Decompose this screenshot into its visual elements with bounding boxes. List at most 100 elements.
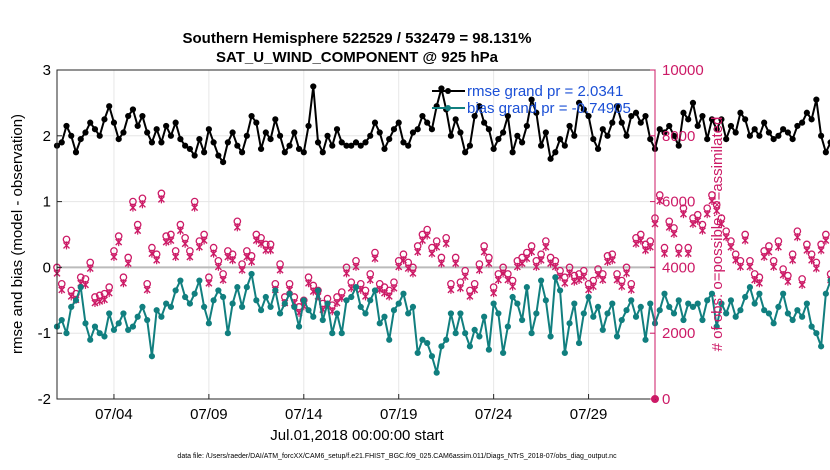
rmse-point-144 <box>737 109 744 116</box>
obs-assimilated-point-161 <box>817 246 825 255</box>
bias-point-142 <box>727 297 735 304</box>
x-axis-label: Jul.01,2018 00:00:00 start <box>270 427 444 444</box>
rmse-point-47 <box>276 132 284 139</box>
obs-assimilated-point-96 <box>509 282 517 291</box>
rmse-point-35 <box>220 159 227 166</box>
bias-point-157 <box>799 313 806 320</box>
bias-point-51 <box>295 323 303 330</box>
rmse-point-132 <box>680 109 687 116</box>
rmse-point-53 <box>305 122 312 130</box>
bias-point-23 <box>163 300 170 307</box>
rmse-point-17 <box>134 122 141 130</box>
obs-assimilated-point-45 <box>267 246 275 255</box>
rmse-point-13 <box>115 135 122 143</box>
rmse-point-49 <box>286 142 293 149</box>
rmse-point-96 <box>509 149 516 156</box>
bias-point-154 <box>784 310 791 317</box>
bias-point-112 <box>585 293 592 301</box>
rmse-point-91 <box>485 126 492 133</box>
bias-point-92 <box>490 300 497 307</box>
bias-point-28 <box>186 300 193 307</box>
bias-point-156 <box>794 307 801 314</box>
bias-point-114 <box>594 303 602 310</box>
bias-point-102 <box>537 277 545 284</box>
obs-assimilated-point-76 <box>414 248 422 257</box>
obs-assimilated-point-144 <box>736 262 744 271</box>
rmse-point-151 <box>770 135 777 143</box>
obs-assimilated-point-97 <box>513 262 521 271</box>
rmse-point-159 <box>808 116 815 123</box>
plot-area <box>57 70 655 399</box>
right-tick-label-0: 0 <box>662 391 670 408</box>
rmse-point-75 <box>409 129 417 136</box>
rmse-point-19 <box>144 129 151 136</box>
rmse-point-147 <box>751 126 758 133</box>
bias-point-66 <box>367 297 374 304</box>
bias-point-145 <box>742 293 749 301</box>
bias-point-113 <box>590 313 597 320</box>
rmse-point-8 <box>91 126 99 133</box>
rmse-point-15 <box>125 112 132 120</box>
rmse-point-71 <box>390 126 398 133</box>
x-tick-label-0: 07/04 <box>95 406 133 423</box>
obs-assimilated-point-127 <box>656 197 664 206</box>
bias-point-24 <box>167 303 175 310</box>
obs-assimilated-stroke-a-163 <box>827 276 830 281</box>
rmse-point-117 <box>609 119 616 126</box>
rmse-point-83 <box>447 132 455 139</box>
obs-assimilated-point-12 <box>110 252 118 261</box>
rmse-point-42 <box>253 119 260 126</box>
rmse-point-140 <box>718 116 725 123</box>
left-tick-label-3: 1 <box>43 194 51 211</box>
rmse-point-88 <box>471 112 478 120</box>
bias-point-130 <box>670 310 678 317</box>
bias-point-18 <box>139 303 146 310</box>
rmse-point-129 <box>666 122 673 130</box>
obs-assimilated-point-28 <box>186 252 194 261</box>
obs-assimilated-point-146 <box>746 262 754 271</box>
left-tick-label-2: 0 <box>43 259 51 276</box>
bias-point-76 <box>414 349 421 357</box>
bias-point-30 <box>196 277 203 284</box>
obs-assimilated-point-92 <box>490 289 498 298</box>
rmse-point-109 <box>571 132 578 139</box>
obs-assimilated-point-25 <box>172 252 180 261</box>
obs-assimilated-point-75 <box>409 269 417 278</box>
rmse-point-115 <box>599 126 606 133</box>
rmse-point-108 <box>566 122 573 130</box>
rmse-point-64 <box>357 142 364 149</box>
bias-point-82 <box>443 336 450 343</box>
obs-assimilated-point-90 <box>480 248 488 257</box>
rmse-point-105 <box>552 149 559 156</box>
obs-assimilated-point-134 <box>689 220 697 229</box>
obs-assimilated-point-102 <box>537 256 545 265</box>
bias-point-153 <box>780 290 787 297</box>
bias-point-41 <box>248 270 255 278</box>
obs-assimilated-point-35 <box>219 275 227 284</box>
obs-assimilated-point-78 <box>423 231 431 240</box>
rmse-point-16 <box>129 106 137 113</box>
rmse-point-11 <box>106 103 113 110</box>
bias-point-110 <box>575 339 583 347</box>
x-tick-label-5: 07/29 <box>570 406 608 423</box>
rmse-point-54 <box>310 83 317 90</box>
rmse-point-136 <box>699 112 706 120</box>
bias-point-128 <box>661 290 668 297</box>
obs-assimilated-point-22 <box>157 195 165 204</box>
bias-point-64 <box>357 303 364 310</box>
bias-point-87 <box>466 343 474 350</box>
rmse-point-135 <box>694 122 701 130</box>
bias-point-22 <box>158 313 165 320</box>
bias-point-125 <box>647 300 654 307</box>
bias-point-43 <box>257 307 265 314</box>
bias-point-89 <box>476 333 483 340</box>
bias-point-93 <box>495 310 502 317</box>
obs-assimilated-point-156 <box>793 233 801 242</box>
bias-point-60 <box>338 330 345 337</box>
right-tick-label-2: 4000 <box>662 259 695 276</box>
rmse-series <box>53 83 830 166</box>
rmse-point-160 <box>813 96 820 103</box>
bias-point-11 <box>106 310 113 317</box>
rmse-point-128 <box>661 129 668 136</box>
rmse-point-23 <box>163 122 170 130</box>
